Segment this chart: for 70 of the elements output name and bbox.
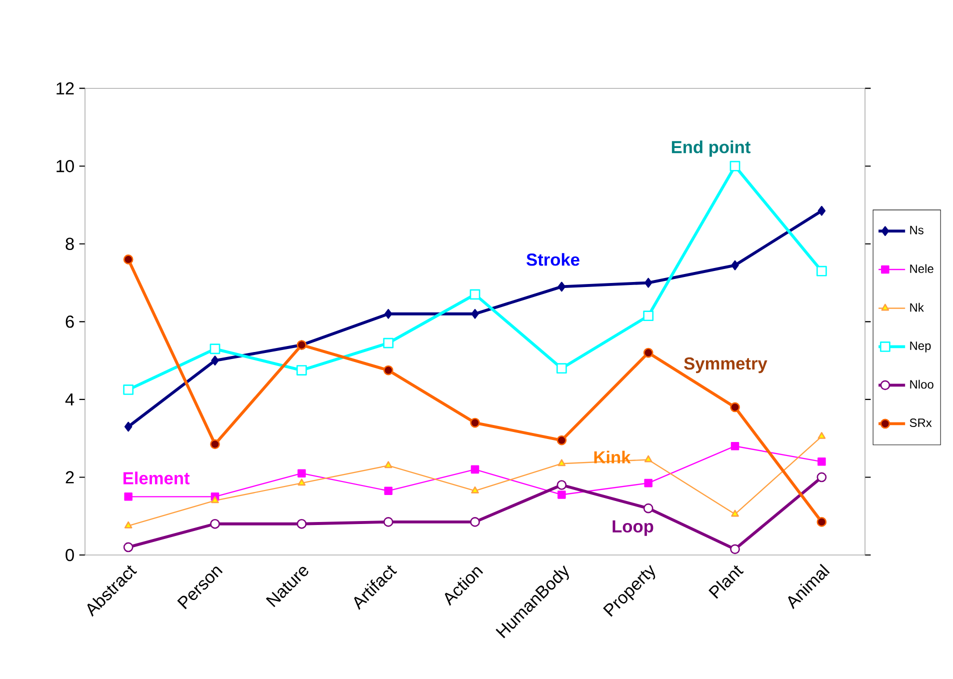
legend-label: Nep (910, 342, 931, 352)
annotation: Element (124, 472, 190, 484)
y-tick-label: 10 (56, 160, 74, 172)
point (471, 308, 479, 319)
point (296, 518, 307, 529)
point (470, 418, 480, 428)
point (384, 308, 392, 319)
point (470, 289, 480, 300)
point (816, 266, 827, 276)
point (298, 478, 306, 486)
point (124, 521, 132, 528)
point (470, 465, 480, 474)
point (296, 365, 307, 376)
point (818, 206, 826, 216)
point (816, 472, 827, 482)
point (730, 544, 740, 554)
point (383, 517, 394, 527)
legend-label: Nk (910, 302, 924, 312)
point (210, 518, 220, 529)
point (211, 496, 219, 504)
point (210, 439, 220, 450)
y-tick-label: 6 (66, 316, 74, 328)
point (731, 260, 739, 270)
point (211, 356, 219, 366)
point (818, 458, 826, 466)
point (643, 348, 654, 358)
point (730, 442, 740, 450)
point (644, 455, 652, 462)
point (384, 486, 392, 495)
point (730, 402, 740, 412)
point (730, 160, 740, 172)
point (558, 490, 566, 499)
point (471, 486, 479, 494)
point (123, 254, 134, 264)
legend-label: SRx (910, 418, 932, 428)
point (124, 422, 132, 432)
point (123, 384, 134, 395)
point (383, 338, 394, 348)
point (124, 492, 132, 501)
annotation: Loop (612, 520, 654, 536)
y-tick-label: 8 (66, 238, 74, 250)
legend-label: Nele (910, 264, 934, 274)
point (556, 480, 567, 490)
y-tick-label: 0 (66, 548, 74, 562)
point (123, 542, 134, 552)
point (558, 459, 566, 466)
y-tick-label: 12 (56, 82, 74, 94)
point (210, 344, 220, 354)
legend-label: Ns (910, 226, 924, 234)
y-tick-label: 4 (65, 393, 74, 406)
point (298, 469, 306, 478)
annotation: End point (672, 140, 750, 157)
point (643, 310, 654, 322)
y-tick-label: 2 (66, 471, 74, 484)
point (556, 435, 567, 446)
annotation: Stroke (526, 253, 580, 266)
point (731, 510, 739, 517)
annotation: Kink (594, 450, 631, 464)
point (558, 282, 566, 292)
point (644, 278, 652, 288)
annotation: Symmetry (684, 357, 768, 374)
point (384, 461, 392, 468)
point (383, 365, 394, 376)
point (816, 517, 827, 527)
legend-label: Nloo (910, 380, 934, 389)
point (818, 432, 826, 439)
point (644, 478, 652, 488)
point (556, 363, 567, 374)
point (643, 503, 654, 514)
point (470, 517, 480, 527)
